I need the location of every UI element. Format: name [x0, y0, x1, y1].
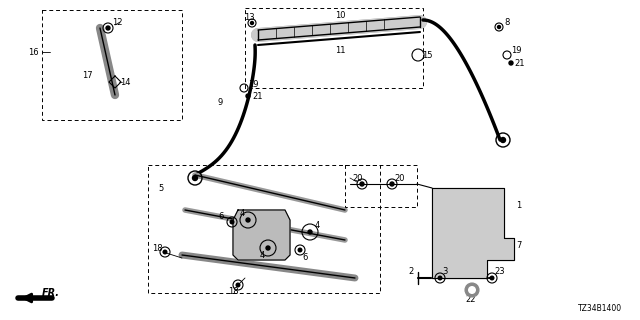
Text: 4: 4 [315, 220, 320, 229]
Text: 9: 9 [218, 98, 223, 107]
Text: 23: 23 [494, 268, 504, 276]
Text: 5: 5 [158, 183, 163, 193]
Circle shape [465, 283, 479, 297]
Text: 16: 16 [28, 47, 38, 57]
Circle shape [468, 286, 476, 294]
Text: 8: 8 [504, 18, 509, 27]
Circle shape [298, 248, 302, 252]
Text: 22: 22 [465, 295, 476, 305]
Text: 21: 21 [514, 59, 525, 68]
Circle shape [230, 220, 234, 224]
Text: 18: 18 [152, 244, 163, 252]
Text: 21: 21 [252, 92, 262, 100]
Text: FR.: FR. [42, 288, 60, 298]
Circle shape [390, 182, 394, 186]
Circle shape [308, 230, 312, 234]
Text: 19: 19 [511, 45, 522, 54]
Circle shape [163, 250, 167, 254]
Text: 4: 4 [240, 209, 245, 218]
Text: 4: 4 [260, 252, 265, 260]
Circle shape [438, 276, 442, 280]
Text: 17: 17 [82, 70, 93, 79]
Text: 18: 18 [228, 287, 239, 297]
Polygon shape [233, 210, 290, 260]
Text: 1: 1 [516, 201, 521, 210]
Circle shape [266, 246, 270, 250]
Bar [148, 165, 380, 293]
Circle shape [236, 283, 240, 287]
Circle shape [500, 138, 506, 142]
Bar [245, 8, 423, 88]
Text: 20: 20 [394, 173, 404, 182]
Circle shape [360, 182, 364, 186]
Text: 6: 6 [302, 253, 307, 262]
Circle shape [490, 276, 494, 280]
Circle shape [250, 21, 253, 25]
Text: 10: 10 [335, 11, 346, 20]
Text: 15: 15 [422, 51, 433, 60]
Text: 20: 20 [352, 173, 362, 182]
Text: 13: 13 [244, 12, 255, 21]
Circle shape [246, 94, 250, 98]
Bar [42, 10, 182, 120]
Text: 3: 3 [442, 268, 447, 276]
Circle shape [106, 26, 110, 30]
Text: 19: 19 [248, 79, 259, 89]
Circle shape [246, 218, 250, 222]
Text: 14: 14 [120, 77, 131, 86]
Circle shape [193, 175, 198, 180]
Text: TZ34B1400: TZ34B1400 [578, 304, 622, 313]
Text: 12: 12 [112, 18, 122, 27]
Text: 11: 11 [335, 45, 346, 54]
Circle shape [497, 26, 500, 28]
Bar [345, 165, 417, 207]
Text: 7: 7 [516, 241, 522, 250]
Polygon shape [432, 188, 514, 278]
Text: 6: 6 [218, 212, 223, 220]
Text: 2: 2 [408, 268, 413, 276]
Circle shape [509, 61, 513, 65]
